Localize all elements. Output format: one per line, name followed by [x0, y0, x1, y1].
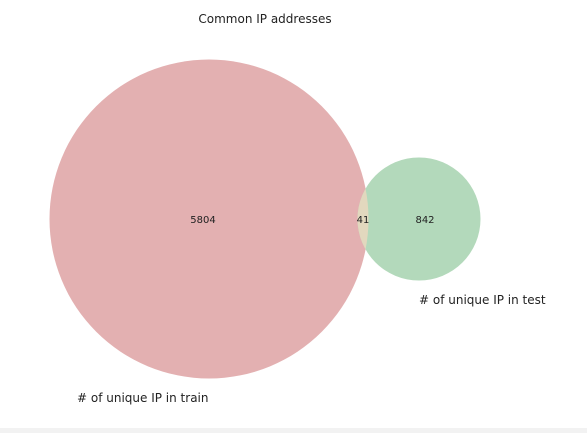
- test-set-label: # of unique IP in test: [419, 293, 546, 307]
- chart-title: Common IP addresses: [198, 12, 331, 26]
- train-set-circle: [49, 59, 369, 379]
- train-set-label: # of unique IP in train: [77, 391, 209, 405]
- intersection-count: 41: [357, 215, 370, 226]
- test-only-count: 842: [415, 215, 434, 226]
- bottom-strip: [0, 428, 587, 433]
- test-set-circle: [357, 157, 481, 281]
- train-only-count: 5804: [190, 215, 215, 226]
